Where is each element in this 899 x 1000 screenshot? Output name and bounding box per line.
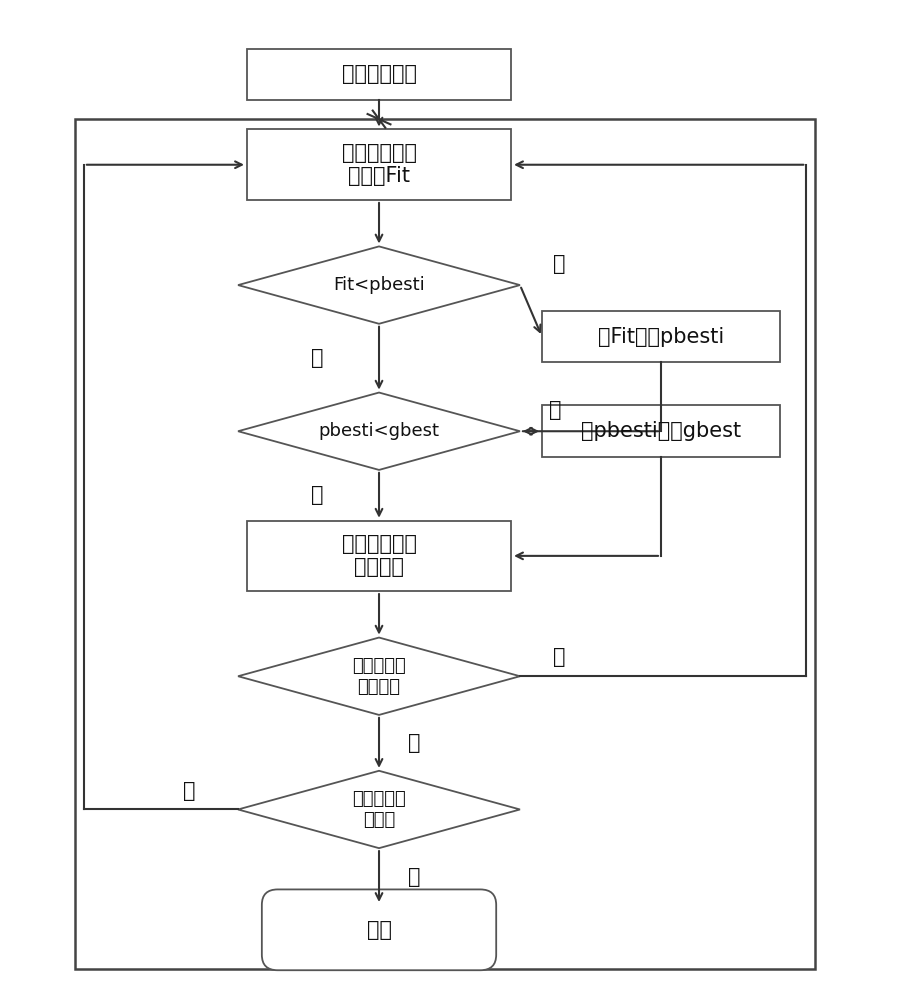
FancyBboxPatch shape xyxy=(542,311,779,362)
FancyBboxPatch shape xyxy=(247,521,512,591)
Text: 否: 否 xyxy=(311,348,324,368)
Polygon shape xyxy=(238,771,520,848)
Text: Fit<pbesti: Fit<pbesti xyxy=(334,276,425,294)
Text: 否: 否 xyxy=(183,781,196,801)
FancyBboxPatch shape xyxy=(262,889,496,970)
Text: 是: 是 xyxy=(408,733,421,753)
Text: 评价粒子个体
适应度Fit: 评价粒子个体 适应度Fit xyxy=(342,143,416,186)
Text: 结束: 结束 xyxy=(367,920,392,940)
Polygon shape xyxy=(238,638,520,715)
Text: 更新粒子位置
和搜索域: 更新粒子位置 和搜索域 xyxy=(342,534,416,577)
Text: 初始化粒子群: 初始化粒子群 xyxy=(342,64,416,84)
Polygon shape xyxy=(238,393,520,470)
Text: 是否计算完
所有粒子: 是否计算完 所有粒子 xyxy=(352,657,405,696)
Text: 否: 否 xyxy=(311,485,324,505)
Text: pbesti<gbest: pbesti<gbest xyxy=(318,422,440,440)
Text: 是: 是 xyxy=(554,254,565,274)
Text: 用pbesti代替gbest: 用pbesti代替gbest xyxy=(581,421,741,441)
Text: 用Fit代替pbesti: 用Fit代替pbesti xyxy=(598,327,724,347)
FancyBboxPatch shape xyxy=(247,129,512,200)
FancyBboxPatch shape xyxy=(542,405,779,457)
FancyBboxPatch shape xyxy=(247,49,512,100)
Polygon shape xyxy=(238,246,520,324)
Text: 是否满足终
止条件: 是否满足终 止条件 xyxy=(352,790,405,829)
Text: 是: 是 xyxy=(549,400,562,420)
Text: 否: 否 xyxy=(554,647,565,667)
Text: 是: 是 xyxy=(408,867,421,887)
